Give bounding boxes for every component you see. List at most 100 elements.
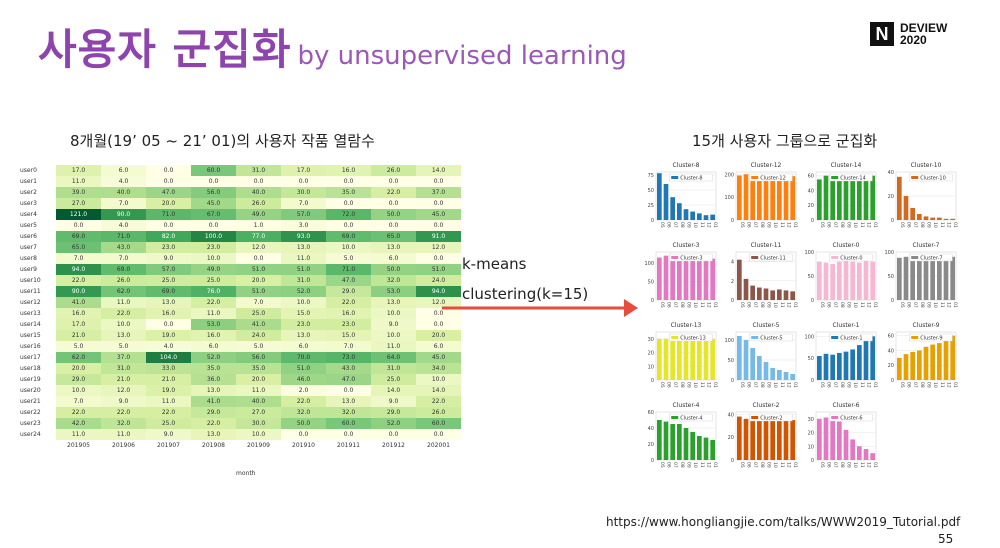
cluster-bar bbox=[857, 345, 862, 380]
cluster-x-tick: 05 bbox=[659, 382, 665, 388]
cluster-bar bbox=[657, 338, 662, 380]
cluster-y-tick: 0 bbox=[811, 458, 814, 464]
heatmap-cell: 10.0 bbox=[56, 385, 101, 396]
cluster-legend-label: Cluster-12 bbox=[760, 176, 786, 182]
heatmap-cell: 27.0 bbox=[56, 198, 101, 209]
heatmap-cell: 12.0 bbox=[236, 242, 281, 253]
cluster-legend-swatch bbox=[751, 416, 759, 419]
heatmap-cell: 13.0 bbox=[191, 385, 236, 396]
heatmap-cell: 41.0 bbox=[56, 297, 101, 308]
heatmap-row: user7 65.0 43.0 23.0 23.0 12.0 13.0 10.0 13.0 12.… bbox=[20, 242, 461, 253]
cluster-bar bbox=[763, 288, 769, 300]
cluster-bar bbox=[930, 217, 935, 220]
cluster-bar bbox=[897, 357, 902, 380]
cluster-bar bbox=[670, 197, 675, 220]
cluster-bar bbox=[863, 340, 869, 380]
cluster-title: Cluster-0 bbox=[833, 242, 860, 249]
cluster-bar bbox=[943, 255, 949, 300]
source-url[interactable]: https://www.hongliangjie.com/talks/WWW20… bbox=[606, 515, 961, 529]
cluster-x-tick: 09 bbox=[766, 302, 772, 308]
heatmap-cell: 25.0 bbox=[371, 374, 416, 385]
cluster-bar bbox=[837, 261, 842, 300]
cluster-bar bbox=[757, 356, 762, 380]
heatmap-cell: 20.0 bbox=[416, 330, 461, 341]
cluster-x-tick: 06 bbox=[666, 222, 672, 228]
cluster-bar bbox=[657, 257, 662, 300]
heatmap-cell: 121.0 bbox=[56, 209, 101, 220]
cluster-x-tick: 06 bbox=[906, 302, 912, 308]
cluster-title: Cluster-7 bbox=[913, 242, 940, 249]
cluster-x-tick: 06 bbox=[746, 222, 752, 228]
heatmap-cell: 11.0 bbox=[56, 176, 101, 187]
cluster-bar bbox=[677, 338, 682, 380]
heatmap-cell: 57.0 bbox=[281, 209, 326, 220]
cluster-x-tick: 09 bbox=[926, 302, 932, 308]
cluster-y-tick: 60 bbox=[648, 410, 654, 416]
cluster-x-tick: 08 bbox=[839, 462, 845, 468]
heatmap-cell: 25.0 bbox=[191, 275, 236, 286]
cluster-bar bbox=[843, 351, 849, 380]
heatmap-cell: 21.0 bbox=[56, 330, 101, 341]
cluster-chart: Cluster-1 0 50 100 05 06 07 08 09 10 11 12 01 Cluster… bbox=[804, 322, 878, 388]
cluster-bar bbox=[697, 213, 702, 220]
cluster-bar bbox=[763, 418, 769, 460]
cluster-chart: Cluster-12 0 100 200 05 06 07 08 09 10 11 12 01 Clust… bbox=[724, 162, 798, 228]
cluster-x-tick: 12 bbox=[946, 302, 952, 308]
cluster-title: Cluster-13 bbox=[671, 322, 702, 329]
cluster-x-tick: 06 bbox=[666, 382, 672, 388]
heatmap-cell: 0.0 bbox=[371, 220, 416, 231]
cluster-bar bbox=[923, 346, 929, 380]
cluster-x-tick: 01 bbox=[712, 462, 718, 468]
cluster-x-tick: 10 bbox=[692, 222, 698, 228]
cluster-y-tick: 0 bbox=[891, 378, 894, 384]
cluster-x-tick: 07 bbox=[832, 222, 838, 228]
cluster-bar bbox=[677, 424, 682, 460]
heatmap-cell: 14.0 bbox=[371, 385, 416, 396]
heatmap-cell: 21.0 bbox=[101, 374, 146, 385]
heatmap-row-label: user12 bbox=[20, 297, 56, 308]
cluster-title: Cluster-10 bbox=[911, 162, 942, 169]
cluster-x-tick: 01 bbox=[712, 222, 718, 228]
cluster-bar bbox=[950, 218, 955, 220]
heatmap-row-label: user16 bbox=[20, 341, 56, 352]
heatmap-cell: 7.0 bbox=[101, 253, 146, 264]
cluster-y-tick: 20 bbox=[808, 203, 814, 209]
cluster-bar bbox=[817, 179, 822, 220]
heatmap-row-label: user2 bbox=[20, 187, 56, 198]
cluster-bar bbox=[750, 416, 755, 460]
heatmap-cell: 65.0 bbox=[56, 242, 101, 253]
cluster-x-tick: 01 bbox=[792, 302, 798, 308]
heatmap-cell: 71.0 bbox=[326, 264, 371, 275]
cluster-x-tick: 05 bbox=[659, 302, 665, 308]
cluster-bar bbox=[923, 256, 929, 300]
cluster-bar bbox=[910, 351, 915, 380]
heatmap-cell: 23.0 bbox=[281, 319, 326, 330]
cluster-x-tick: 08 bbox=[919, 222, 925, 228]
left-subtitle: 8개월(19’ 05 ~ 21’ 01)의 사용자 작품 열람수 bbox=[70, 132, 375, 150]
cluster-title: Cluster-6 bbox=[833, 402, 860, 409]
cluster-legend-label: Cluster-13 bbox=[680, 336, 706, 342]
cluster-bar bbox=[763, 362, 769, 380]
cluster-y-tick: 0 bbox=[651, 298, 654, 304]
cluster-bar bbox=[863, 260, 869, 300]
cluster-y-tick: 100 bbox=[724, 338, 734, 344]
heatmap-cell: 22.0 bbox=[416, 396, 461, 407]
heatmap-cell: 4.0 bbox=[101, 220, 146, 231]
cluster-bar bbox=[783, 175, 789, 220]
heatmap-cell: 2.0 bbox=[281, 385, 326, 396]
cluster-x-tick: 11 bbox=[779, 462, 785, 468]
cluster-legend-box bbox=[828, 173, 873, 182]
cluster-x-tick: 12 bbox=[786, 222, 792, 228]
cluster-x-tick: 01 bbox=[872, 222, 878, 228]
heatmap-cell: 0.0 bbox=[56, 220, 101, 231]
heatmap-cell: 37.0 bbox=[416, 187, 461, 198]
cluster-x-tick: 08 bbox=[679, 222, 685, 228]
heatmap-cell: 31.0 bbox=[101, 363, 146, 374]
cluster-bar bbox=[870, 175, 875, 220]
heatmap-cell: 4.0 bbox=[146, 341, 191, 352]
cluster-bar bbox=[670, 424, 675, 460]
cluster-legend-swatch bbox=[671, 176, 679, 179]
arrow-label-kmeans: k-means bbox=[462, 255, 527, 273]
cluster-bar bbox=[743, 340, 749, 380]
cluster-x-tick: 01 bbox=[712, 302, 718, 308]
